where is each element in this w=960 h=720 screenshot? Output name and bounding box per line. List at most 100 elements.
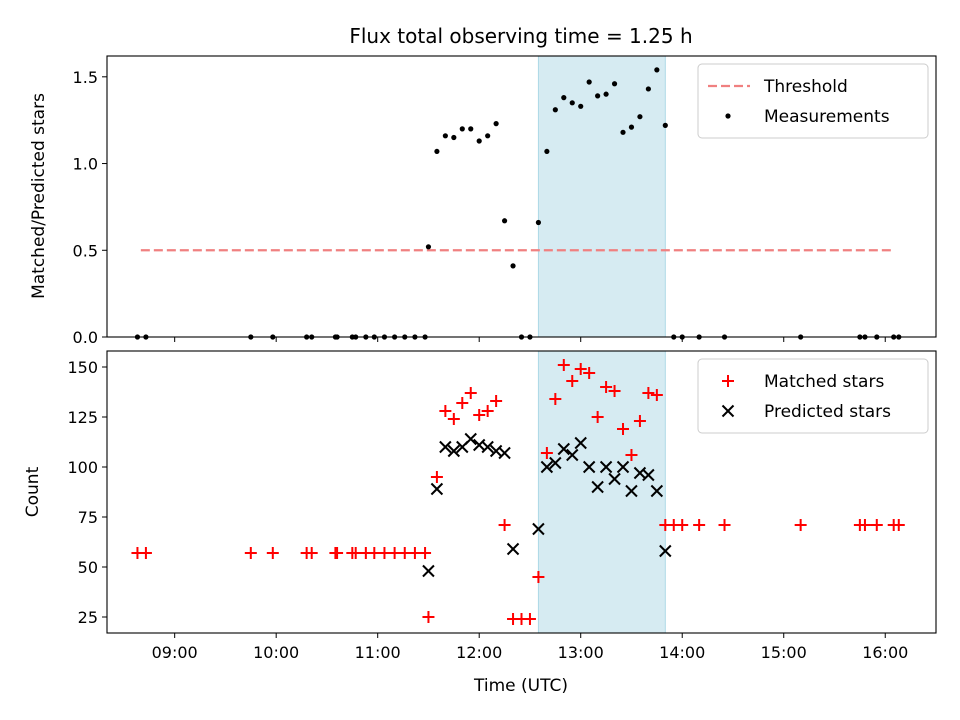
top-y-tick-label: 1.5 (73, 68, 98, 87)
top-panel: 0.0 0.5 1.0 1.5 Threshold Measurements (73, 55, 937, 347)
measurements-point (586, 79, 592, 85)
matched-stars-point (608, 385, 621, 397)
predicted-stars-point (616, 460, 630, 474)
bottom-y-tick-label: 125 (67, 408, 98, 427)
x-tick-label: 10:00 (253, 643, 299, 662)
measurements-point (501, 218, 508, 224)
bottom-y-tick-label: 75 (78, 508, 98, 527)
bottom-panel: 25 50 75 100 125 150 09:00 10:00 11:00 12:00 13:00… (67, 350, 937, 662)
measurements-point (628, 124, 635, 130)
matched-stars-point (139, 547, 152, 559)
matched-stars-point (566, 375, 579, 387)
bottom-y-tick-label: 25 (78, 608, 98, 627)
measurements-point (459, 126, 465, 132)
matched-stars-point (388, 547, 401, 559)
x-tick-label: 16:00 (862, 643, 908, 662)
matched-stars-point (439, 405, 452, 417)
bottom-y-tick-label: 50 (78, 558, 98, 577)
bottom-axes-frame (106, 350, 937, 634)
top-panel-ylabel: Matched/Predicted stars (29, 93, 49, 299)
measurements-point (645, 86, 651, 92)
matched-stars-point (642, 387, 655, 399)
matched-stars-point (523, 613, 536, 625)
measurements-point (451, 134, 457, 141)
predicted-stars-point (557, 442, 571, 456)
matched-stars-point (591, 411, 604, 423)
matched-stars-point (490, 395, 503, 407)
predicted-stars-point (591, 480, 604, 494)
measurements-legend-marker (725, 113, 731, 119)
matched-stars-point (617, 423, 630, 435)
predicted-stars-point (566, 448, 579, 462)
bottom-y-tick-label: 100 (67, 458, 98, 477)
measurements-point (578, 103, 584, 109)
matched-stars-legend-marker (722, 375, 734, 387)
predicted-stars-point (549, 456, 562, 470)
top-legend-box (697, 63, 929, 139)
matched-stars-point (557, 359, 570, 371)
predicted-stars-legend-label: Predicted stars (764, 402, 891, 422)
matched-stars-point (430, 471, 443, 483)
measurements-legend-label: Measurements (764, 107, 890, 127)
predicted-stars-point (447, 444, 461, 458)
matched-stars-point (456, 397, 469, 409)
chart-title: Flux total observing time = 1.25 h (349, 24, 692, 48)
measurements-point (476, 138, 482, 144)
predicted-stars-point (642, 468, 655, 482)
measurements-point (434, 148, 440, 155)
matched-stars-point (718, 519, 731, 531)
matched-stars-point (408, 547, 421, 559)
matched-stars-point (331, 547, 344, 559)
matched-stars-point (422, 611, 435, 623)
top-y-tick-label: 1.0 (73, 155, 98, 174)
matched-stars-point (858, 519, 871, 531)
matched-stars-point (368, 547, 381, 559)
measurements-point (552, 107, 558, 113)
matched-stars-point (266, 547, 279, 559)
matched-stars-point (583, 367, 596, 379)
x-tick-label: 15:00 (761, 643, 807, 662)
matched-stars-point (540, 447, 553, 459)
x-tick-label: 09:00 (152, 643, 198, 662)
x-tick-label: 12:00 (456, 643, 502, 662)
matched-stars-point (625, 449, 638, 461)
predicted-stars-point (608, 472, 621, 486)
matched-stars-point (349, 547, 362, 559)
x-tick-label: 14:00 (659, 643, 705, 662)
matched-stars-point (574, 363, 587, 375)
top-axes-frame (106, 55, 937, 338)
predicted-stars-point (439, 440, 452, 454)
predicted-stars-point (625, 484, 638, 498)
matched-stars-point (464, 387, 477, 399)
predicted-stars-point (599, 460, 613, 474)
top-y-tick-label: 0.5 (73, 241, 98, 260)
matched-stars-point (378, 547, 391, 559)
matched-stars-point (473, 409, 486, 421)
measurements-point (468, 126, 474, 132)
x-tick-label: 13:00 (558, 643, 604, 662)
bottom-legend-box (697, 358, 929, 434)
matched-stars-point (447, 413, 460, 425)
matched-stars-point (794, 519, 807, 531)
predicted-stars-point (422, 564, 435, 578)
matched-stars-point (244, 547, 257, 559)
matched-stars-point (892, 519, 905, 531)
matched-stars-point (676, 519, 689, 531)
measurements-point (442, 133, 448, 139)
matched-stars-point (481, 405, 494, 417)
matched-stars-point (419, 547, 432, 559)
matched-stars-point (650, 389, 663, 401)
measurements-point (493, 121, 499, 127)
measurements-point (620, 129, 626, 135)
measurements-point (561, 95, 567, 101)
x-axis-label: Time (UTC) (473, 676, 568, 696)
predicted-stars-point (650, 484, 664, 498)
bottom-panel-ylabel: Count (23, 466, 43, 517)
predicted-stars-point (506, 542, 520, 556)
matched-stars-point (398, 547, 411, 559)
predicted-stars-point (481, 440, 494, 454)
top-highlight-span (537, 55, 666, 338)
measurements-point (569, 100, 575, 106)
measurements-point (654, 67, 660, 73)
